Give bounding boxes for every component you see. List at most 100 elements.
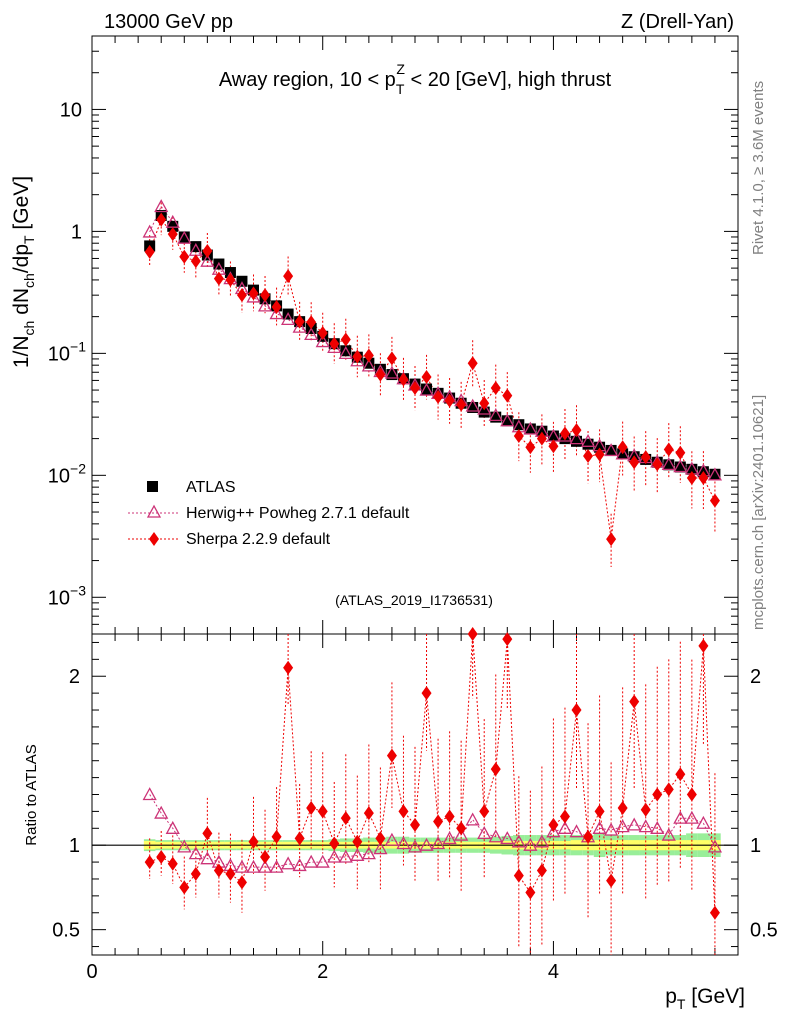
herwig-point-ratio <box>696 815 711 829</box>
sherpa-point-main <box>386 351 397 366</box>
herwig-line-ratio <box>149 794 716 868</box>
herwig-point-main <box>477 401 492 415</box>
atlas-point-main <box>605 444 617 456</box>
sherpa-line-ratio <box>149 633 716 913</box>
herwig-point-ratio <box>430 836 446 850</box>
ratio-xtick-label: 0 <box>86 961 97 983</box>
header-left: 13000 GeV pp <box>104 11 233 33</box>
herwig-point-ratio <box>477 826 492 840</box>
atlas-point-main <box>571 435 582 447</box>
herwig-point-ratio <box>177 839 192 853</box>
title-part-2: < 20 [GeV], high thrust <box>405 69 612 91</box>
main-ytick-label: 10−1 <box>48 338 86 365</box>
main-ytick-label: 1 <box>71 221 82 243</box>
sherpa-point-ratio <box>421 686 432 701</box>
legend-label-herwig: Herwig++ Powheg 2.7.1 default <box>186 505 410 522</box>
sherpa-point-main <box>559 426 570 441</box>
herwig-point-ratio <box>557 820 573 834</box>
sherpa-point-main <box>306 315 317 330</box>
sherpa-point-main <box>444 393 455 408</box>
sherpa-point-ratio <box>525 885 536 900</box>
sherpa-point-ratio <box>513 868 524 883</box>
sherpa-point-main <box>686 471 697 486</box>
main-ytick-label: 10−2 <box>48 460 86 487</box>
sherpa-point-main <box>260 288 271 303</box>
sherpa-point-main <box>456 397 467 412</box>
herwig-point-ratio <box>384 832 400 846</box>
herwig-point-main <box>580 433 596 447</box>
sherpa-point-main <box>536 431 547 446</box>
herwig-point-main <box>154 199 169 213</box>
herwig-point-main <box>604 443 619 457</box>
sherpa-point-ratio <box>709 905 720 920</box>
herwig-point-ratio <box>373 841 388 855</box>
atlas-point-main <box>178 231 190 243</box>
herwig-point-ratio <box>188 846 203 860</box>
sherpa-point-main <box>213 271 224 286</box>
sherpa-point-main <box>375 367 386 382</box>
sherpa-point-main <box>479 396 490 411</box>
xlabel-b: T <box>677 996 686 1012</box>
herwig-point-ratio <box>523 837 538 851</box>
herwig-point-main <box>200 253 215 267</box>
herwig-point-main <box>673 459 688 473</box>
legend-marker-sherpa <box>149 532 159 546</box>
sherpa-point-ratio <box>329 836 340 851</box>
header-right: Z (Drell-Yan) <box>621 11 734 33</box>
herwig-point-ratio <box>419 837 434 851</box>
sherpa-point-main <box>294 314 305 329</box>
sherpa-point-ratio <box>433 814 444 829</box>
legend-label-sherpa: Sherpa 2.2.9 default <box>186 531 331 548</box>
sherpa-point-main <box>571 423 582 438</box>
ratio-xtick-label: 4 <box>548 961 559 983</box>
main-ylabel: 1/Nch dNch/dpT [GeV] <box>10 176 37 368</box>
main-ytick-label: 10 <box>60 99 82 121</box>
sherpa-point-ratio <box>536 863 547 878</box>
sherpa-point-ratio <box>571 703 582 718</box>
sherpa-point-ratio <box>698 638 709 653</box>
herwig-point-ratio <box>442 831 457 845</box>
atlas-point-main <box>340 345 352 357</box>
sherpa-point-ratio <box>248 834 259 849</box>
sherpa-point-main <box>513 429 524 444</box>
herwig-point-ratio <box>304 854 319 868</box>
sherpa-point-main <box>167 227 178 242</box>
sherpa-point-ratio <box>260 850 271 865</box>
sherpa-point-main <box>190 254 201 269</box>
sherpa-point-ratio <box>652 787 663 802</box>
sherpa-point-ratio <box>398 804 409 819</box>
sherpa-point-ratio <box>606 873 617 888</box>
sherpa-point-main <box>502 388 513 403</box>
sherpa-point-main <box>548 439 559 454</box>
sherpa-point-ratio <box>375 831 386 846</box>
sherpa-point-main <box>363 348 374 363</box>
ratio-panel: 0.5 0.5 1 1 2 2 0 2 4 <box>52 627 778 983</box>
sherpa-point-main <box>433 389 444 404</box>
atlas-point-main <box>467 401 479 413</box>
sherpa-point-main <box>317 325 328 340</box>
herwig-point-ratio <box>684 810 699 824</box>
sherpa-point-main <box>398 372 409 387</box>
sherpa-point-main <box>144 244 155 259</box>
herwig-point-ratio <box>615 819 630 833</box>
herwig-point-ratio <box>569 824 584 838</box>
legend-label-atlas: ATLAS <box>186 479 236 496</box>
atlas-point-main <box>524 423 536 435</box>
atlas-point-main <box>513 419 525 431</box>
legend: ATLAS Herwig++ Powheg 2.7.1 default Sher… <box>128 479 410 548</box>
herwig-point-ratio <box>281 856 296 870</box>
herwig-point-ratio <box>407 839 423 853</box>
sherpa-point-main <box>421 369 432 384</box>
sherpa-point-main <box>652 457 663 472</box>
atlas-point-main <box>363 357 375 369</box>
herwig-point-ratio <box>338 849 353 863</box>
sherpa-point-main <box>606 532 617 547</box>
sherpa-point-ratio <box>444 809 455 824</box>
sherpa-point-ratio <box>559 809 570 824</box>
sherpa-point-ratio <box>490 762 501 777</box>
herwig-point-main <box>246 289 261 303</box>
sherpa-point-main <box>629 455 640 470</box>
atlas-point-main <box>674 461 686 473</box>
legend-marker-herwig <box>146 504 162 518</box>
herwig-point-main <box>500 413 515 427</box>
